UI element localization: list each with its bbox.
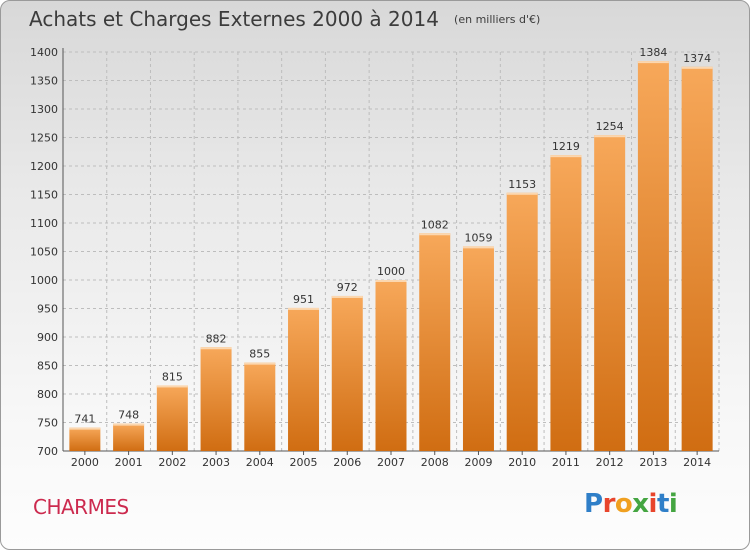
- bar: [375, 280, 407, 451]
- bar-highlight: [637, 61, 669, 64]
- bar: [419, 233, 451, 451]
- x-tick-label: 2009: [464, 456, 492, 469]
- y-tick-label: 1100: [30, 217, 58, 230]
- bars: [69, 61, 713, 452]
- bar: [244, 362, 276, 451]
- bar: [156, 385, 188, 451]
- x-tick-label: 2012: [596, 456, 624, 469]
- bar: [637, 61, 669, 452]
- bar: [331, 295, 363, 451]
- bar-value-label: 855: [249, 348, 270, 361]
- labels: 741 2000 748 2001 815 2002 882 2003 855 2004 951 20…: [71, 46, 711, 469]
- bar-highlight: [200, 347, 232, 350]
- bar-value-label: 1384: [639, 46, 667, 59]
- proxiti-logo: Proxiti: [584, 489, 678, 519]
- y-tick-label: 700: [37, 445, 58, 458]
- bar-highlight: [244, 362, 276, 365]
- y-tick-label: 1000: [30, 274, 58, 287]
- bar-highlight: [681, 66, 713, 69]
- chart-header: Achats et Charges Externes 2000 à 2014 (…: [29, 7, 540, 31]
- bar: [69, 427, 101, 451]
- bar: [594, 135, 626, 451]
- bar-value-label: 1254: [596, 120, 624, 133]
- y-tick-label: 1400: [30, 46, 58, 59]
- y-tick-label: 1300: [30, 103, 58, 116]
- y-tick-label: 850: [37, 360, 58, 373]
- y-tick-label: 1250: [30, 132, 58, 145]
- bar-value-label: 972: [337, 281, 358, 294]
- bar-value-label: 951: [293, 293, 314, 306]
- y-tick-label: 1200: [30, 160, 58, 173]
- y-tick-label: 900: [37, 331, 58, 344]
- bar-value-label: 748: [118, 409, 139, 422]
- bar-highlight: [288, 307, 320, 310]
- bar: [506, 192, 538, 452]
- y-tick-label: 800: [37, 388, 58, 401]
- y-tick-label: 950: [37, 303, 58, 316]
- x-tick-label: 2005: [290, 456, 318, 469]
- chart-unit: (en milliers d'€): [454, 13, 541, 26]
- x-tick-label: 2001: [115, 456, 143, 469]
- y-tick-label: 1050: [30, 246, 58, 259]
- x-tick-label: 2007: [377, 456, 405, 469]
- y-tick-label: 750: [37, 417, 58, 430]
- bar: [550, 155, 582, 452]
- bar-highlight: [69, 427, 101, 430]
- y-tick-label: 1150: [30, 189, 58, 202]
- x-tick-label: 2006: [333, 456, 361, 469]
- x-tick-label: 2008: [421, 456, 449, 469]
- x-tick-label: 2010: [508, 456, 536, 469]
- bar: [462, 246, 494, 451]
- bar-highlight: [462, 246, 494, 249]
- x-tick-label: 2003: [202, 456, 230, 469]
- bar: [288, 307, 320, 451]
- commune-name: CHARMES: [33, 495, 129, 519]
- bar: [681, 66, 713, 451]
- x-tick-label: 2013: [639, 456, 667, 469]
- bar-value-label: 815: [162, 370, 183, 383]
- x-tick-label: 2004: [246, 456, 274, 469]
- x-tick-label: 2002: [158, 456, 186, 469]
- bar-value-label: 1219: [552, 140, 580, 153]
- bar-highlight: [331, 295, 363, 298]
- bar-highlight: [375, 280, 407, 282]
- bar-highlight: [550, 155, 582, 158]
- bar-highlight: [506, 192, 538, 195]
- bar-value-label: 1153: [508, 178, 536, 191]
- bar-value-label: 1082: [421, 218, 449, 231]
- y-tick-label: 1350: [30, 75, 58, 88]
- bar-value-label: 1000: [377, 265, 405, 278]
- bar-highlight: [113, 423, 145, 426]
- bar: [113, 423, 145, 451]
- bar-value-label: 1374: [683, 52, 711, 65]
- bar: [200, 347, 232, 451]
- bar-highlight: [594, 135, 626, 138]
- x-tick-label: 2014: [683, 456, 711, 469]
- x-tick-label: 2011: [552, 456, 580, 469]
- x-tick-label: 2000: [71, 456, 99, 469]
- bar-value-label: 882: [206, 332, 227, 345]
- bar-highlight: [156, 385, 188, 388]
- bar-value-label: 741: [74, 413, 95, 426]
- bar-value-label: 1059: [464, 231, 492, 244]
- chart-title: Achats et Charges Externes 2000 à 2014: [29, 7, 439, 31]
- bar-highlight: [419, 233, 451, 236]
